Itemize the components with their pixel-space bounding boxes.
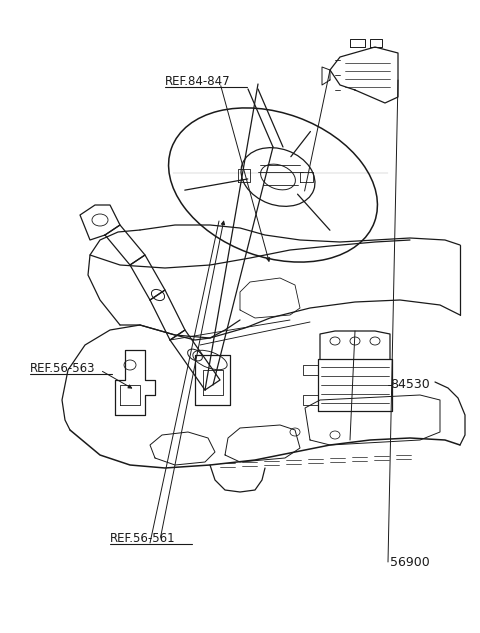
Text: REF.56-561: REF.56-561 [110, 532, 176, 545]
Text: REF.84-847: REF.84-847 [165, 75, 230, 88]
Text: 84530: 84530 [390, 379, 430, 391]
Text: REF.56-563: REF.56-563 [30, 362, 96, 375]
Text: 56900: 56900 [390, 556, 430, 568]
